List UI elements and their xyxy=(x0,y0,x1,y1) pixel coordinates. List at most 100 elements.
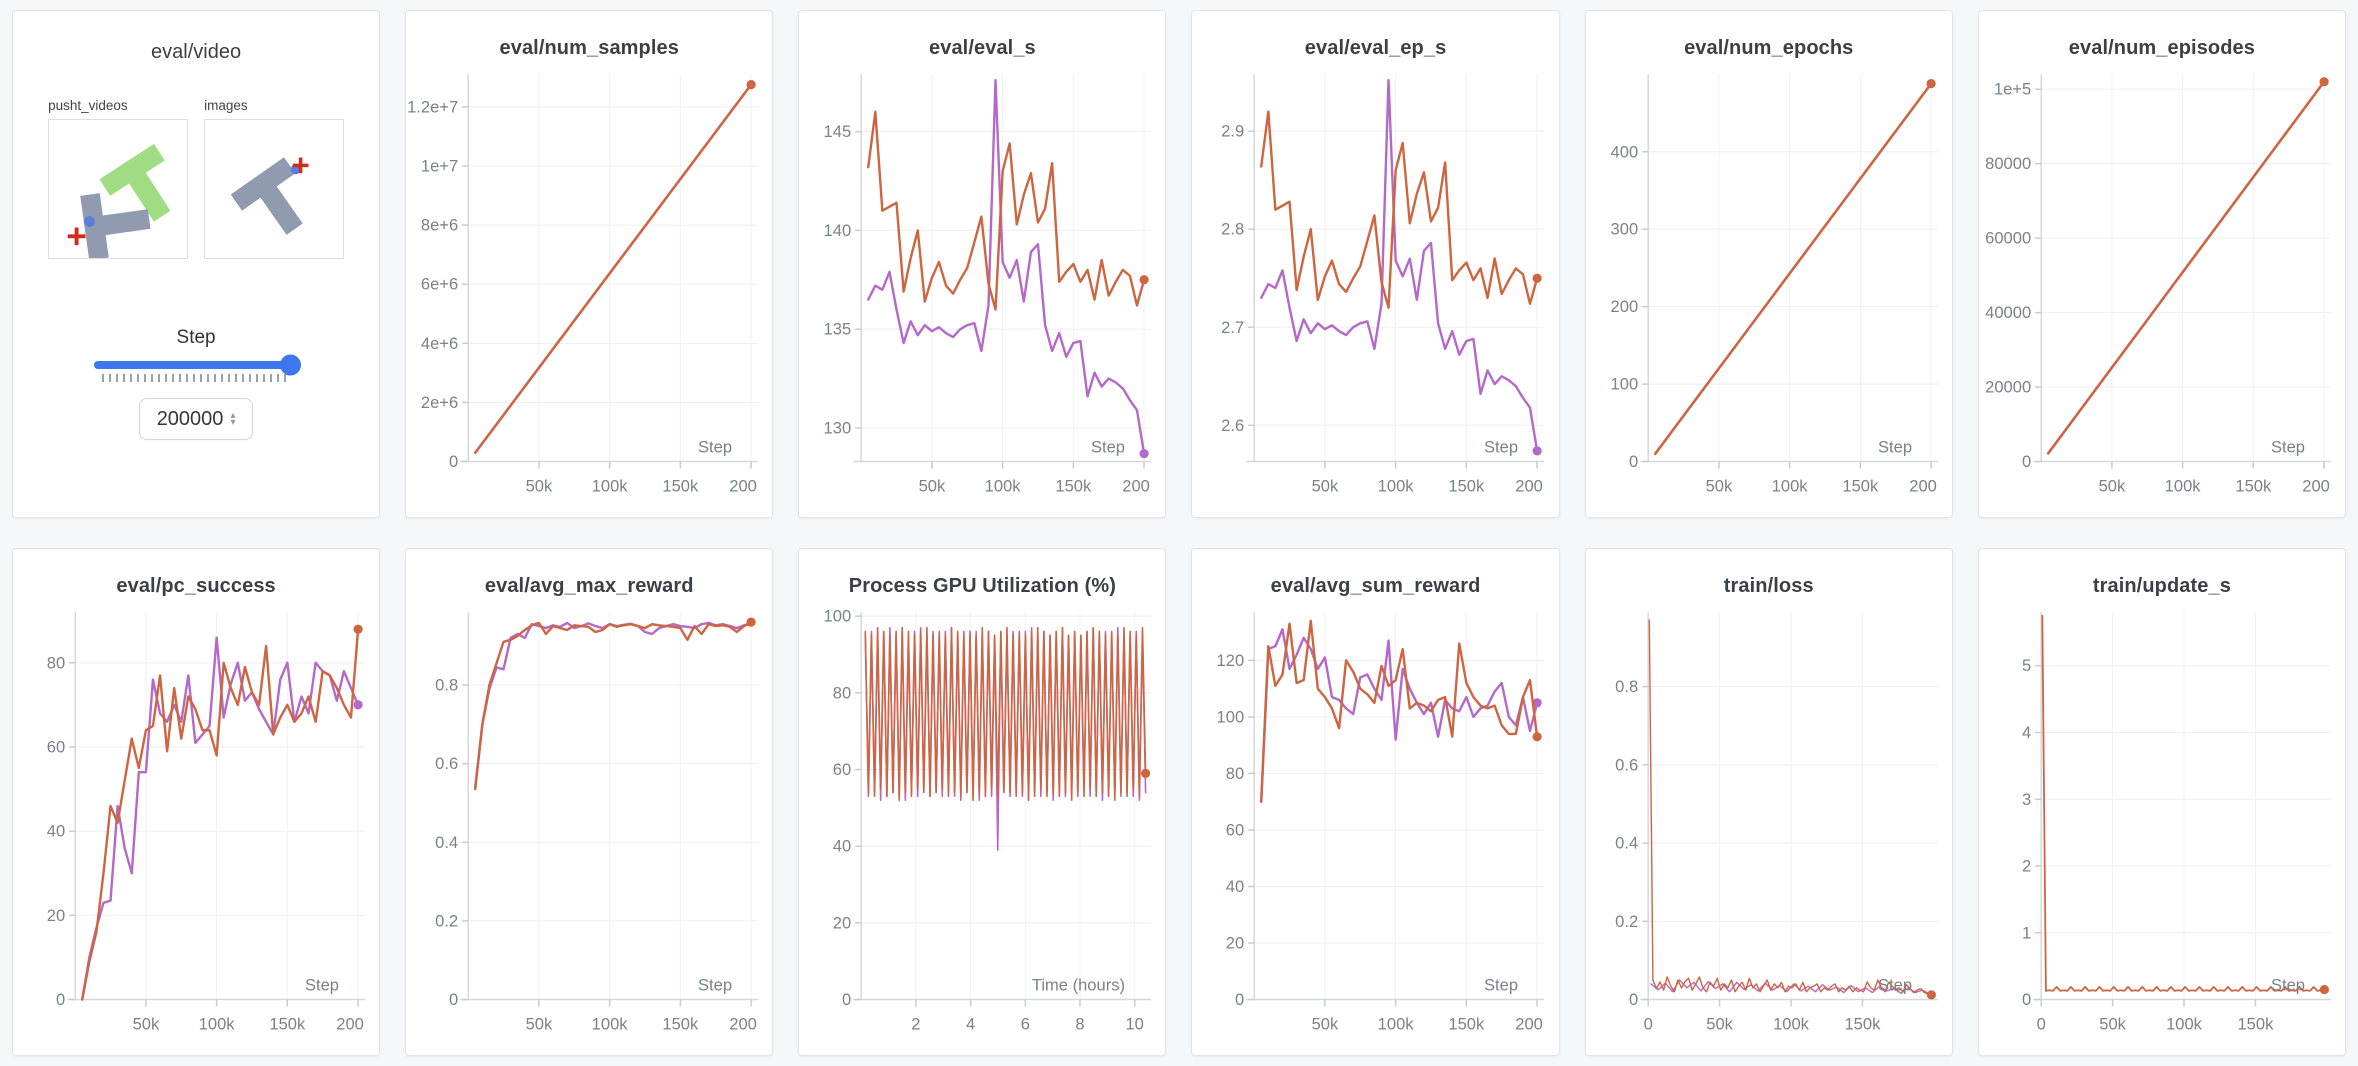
chart-plot[interactable]: 0 0.2 0.4 0.6 0.8 50k 100k 150k 200 Step xyxy=(406,600,772,1050)
goal-cross-icon xyxy=(67,227,86,246)
svg-text:100: 100 xyxy=(1217,707,1245,726)
svg-text:150k: 150k xyxy=(663,477,700,496)
svg-text:50k: 50k xyxy=(1706,1015,1733,1034)
slider-track[interactable] xyxy=(94,354,302,376)
chart-panel-eval-avg-sum-reward[interactable]: eval/avg_sum_reward 0 20 40 60 80 100 120 50k 100… xyxy=(1191,548,1560,1056)
chart-plot[interactable]: 0 100 200 300 400 50k 100k 150k 200 Step xyxy=(1586,62,1952,512)
svg-text:100k: 100k xyxy=(199,1015,236,1034)
svg-text:20000: 20000 xyxy=(1985,378,2031,397)
svg-text:0: 0 xyxy=(449,990,458,1009)
svg-text:60000: 60000 xyxy=(1985,229,2031,248)
svg-text:2: 2 xyxy=(2022,857,2031,876)
svg-text:0.8: 0.8 xyxy=(435,676,458,695)
svg-text:4: 4 xyxy=(2022,723,2031,742)
svg-text:130: 130 xyxy=(824,418,852,437)
svg-text:2.6: 2.6 xyxy=(1222,416,1245,435)
svg-text:0: 0 xyxy=(1629,990,1638,1009)
chart-panel-train-loss[interactable]: train/loss 0 0.2 0.4 0.6 0.8 0 50k 100k 150k Step xyxy=(1584,548,1953,1056)
svg-text:20: 20 xyxy=(47,906,65,925)
chart-panel-eval-eval-ep-s[interactable]: eval/eval_ep_s 2.6 2.7 2.8 2.9 50k 100k 150k 200… xyxy=(1191,10,1560,518)
svg-text:0.8: 0.8 xyxy=(1615,677,1638,696)
svg-text:4e+6: 4e+6 xyxy=(421,334,458,353)
svg-text:1e+7: 1e+7 xyxy=(421,156,458,175)
svg-text:100k: 100k xyxy=(985,477,1022,496)
svg-text:140: 140 xyxy=(824,221,852,240)
chart-panel-eval-pc-success[interactable]: eval/pc_success 0 20 40 60 80 50k 100k 150k 200 St… xyxy=(12,548,381,1056)
svg-text:100k: 100k xyxy=(1378,1015,1415,1034)
chart-panel-train-update-s[interactable]: train/update_s 0 1 2 3 4 5 0 50k 100k 150k Step xyxy=(1977,548,2346,1056)
svg-text:150k: 150k xyxy=(663,1015,700,1034)
svg-text:2: 2 xyxy=(912,1015,921,1034)
stepper-down-icon[interactable]: ▾ xyxy=(230,417,236,428)
svg-text:120: 120 xyxy=(1217,651,1245,670)
chart-panel-eval-num-epochs[interactable]: eval/num_epochs 0 100 200 300 400 50k 100k 150k 2… xyxy=(1584,10,1953,518)
chart-title: eval/avg_sum_reward xyxy=(1270,575,1481,597)
svg-text:200: 200 xyxy=(1516,1015,1544,1034)
svg-text:50k: 50k xyxy=(133,1015,160,1034)
svg-text:Step: Step xyxy=(698,976,732,995)
svg-text:50k: 50k xyxy=(2098,477,2125,496)
chart-panel-eval-eval-s[interactable]: eval/eval_s 130 135 140 145 50k 100k 150k 200 Ste… xyxy=(798,10,1167,518)
chart-panel-eval-num-samples[interactable]: eval/num_samples 0 2e+6 4e+6 6e+6 8e+6 1e+7 1.2… xyxy=(405,10,774,518)
svg-text:Step: Step xyxy=(305,976,339,995)
slider-handle[interactable] xyxy=(280,354,302,376)
svg-text:0: 0 xyxy=(1629,452,1638,471)
chart-plot[interactable]: 0 20 40 60 80 100 120 50k 100k 150k 200 Step xyxy=(1192,600,1558,1050)
svg-text:50k: 50k xyxy=(1312,1015,1339,1034)
chart-panel-eval-num-episodes[interactable]: eval/num_episodes 0 20000 40000 60000 80000 1e… xyxy=(1977,10,2346,518)
step-input[interactable]: 200000 ▴ ▾ xyxy=(139,398,254,440)
chart-plot[interactable]: 130 135 140 145 50k 100k 150k 200 Step xyxy=(799,62,1165,512)
svg-text:Step: Step xyxy=(1484,976,1518,995)
svg-text:100k: 100k xyxy=(592,1015,629,1034)
step-slider[interactable] xyxy=(94,354,302,382)
pusht-videos-thumb-group: pusht_videos xyxy=(48,98,189,259)
pusht-videos-thumbnail[interactable] xyxy=(48,119,189,259)
step-value[interactable]: 200000 xyxy=(156,407,224,430)
step-label: Step xyxy=(176,327,216,348)
svg-text:0: 0 xyxy=(1643,1015,1652,1034)
svg-text:200: 200 xyxy=(1123,477,1151,496)
svg-text:60: 60 xyxy=(833,760,851,779)
images-thumbnail[interactable] xyxy=(204,119,345,259)
svg-text:150k: 150k xyxy=(1056,477,1093,496)
svg-text:60: 60 xyxy=(47,738,65,757)
chart-plot[interactable]: 0 20 40 60 80 100 2 4 6 8 10 Time (hours) xyxy=(799,600,1165,1050)
svg-text:0: 0 xyxy=(2036,1015,2045,1034)
svg-text:100k: 100k xyxy=(1771,477,1808,496)
chart-plot[interactable]: 0 20000 40000 60000 80000 1e+5 50k 100k 150k 200 S… xyxy=(1979,62,2345,512)
chart-title: eval/num_epochs xyxy=(1684,37,1854,59)
svg-text:150k: 150k xyxy=(2237,1015,2274,1034)
chart-plot[interactable]: 2.6 2.7 2.8 2.9 50k 100k 150k 200 Step xyxy=(1192,62,1558,512)
svg-text:0: 0 xyxy=(56,990,65,1009)
chart-panel-eval-avg-max-reward[interactable]: eval/avg_max_reward 0 0.2 0.4 0.6 0.8 50k 100k 1… xyxy=(405,548,774,1056)
svg-text:Step: Step xyxy=(2271,976,2305,995)
svg-text:50k: 50k xyxy=(2099,1015,2126,1034)
svg-text:200: 200 xyxy=(1909,477,1937,496)
media-thumbnails: pusht_videos images xyxy=(13,98,379,259)
svg-text:300: 300 xyxy=(1610,220,1638,239)
svg-text:100k: 100k xyxy=(2166,1015,2203,1034)
chart-plot[interactable]: 0 1 2 3 4 5 0 50k 100k 150k Step xyxy=(1979,600,2345,1050)
svg-text:50k: 50k xyxy=(526,1015,553,1034)
svg-text:200: 200 xyxy=(1610,297,1638,316)
svg-text:1e+5: 1e+5 xyxy=(1994,80,2031,99)
svg-text:6e+6: 6e+6 xyxy=(421,275,458,294)
panel-eval-video[interactable]: eval/video pusht_videos images xyxy=(12,10,381,518)
svg-text:60: 60 xyxy=(1226,820,1244,839)
stepper-up-icon[interactable]: ▴ xyxy=(230,410,236,421)
svg-text:20: 20 xyxy=(833,913,851,932)
svg-text:200: 200 xyxy=(729,1015,757,1034)
chart-plot[interactable]: 0 20 40 60 80 50k 100k 150k 200 Step xyxy=(13,600,379,1050)
svg-text:40: 40 xyxy=(47,822,65,841)
stepper-icons[interactable]: ▴ ▾ xyxy=(230,410,236,428)
chart-title: eval/eval_ep_s xyxy=(1304,37,1447,59)
chart-plot[interactable]: 0 2e+6 4e+6 6e+6 8e+6 1e+7 1.2e+7 50k 100k 150k 20… xyxy=(406,62,772,512)
svg-text:200: 200 xyxy=(1516,477,1544,496)
chart-plot[interactable]: 0 0.2 0.4 0.6 0.8 0 50k 100k 150k Step xyxy=(1586,600,1952,1050)
chart-title: eval/num_samples xyxy=(499,37,679,59)
svg-text:20: 20 xyxy=(1226,934,1244,953)
svg-text:200: 200 xyxy=(2302,477,2330,496)
svg-text:6: 6 xyxy=(1021,1015,1030,1034)
svg-text:400: 400 xyxy=(1610,142,1638,161)
chart-panel-process-gpu-utilization[interactable]: Process GPU Utilization (%) 0 20 40 60 80 100 2… xyxy=(798,548,1167,1056)
